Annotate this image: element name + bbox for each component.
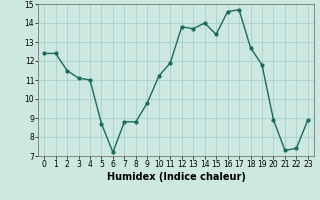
X-axis label: Humidex (Indice chaleur): Humidex (Indice chaleur) — [107, 172, 245, 182]
